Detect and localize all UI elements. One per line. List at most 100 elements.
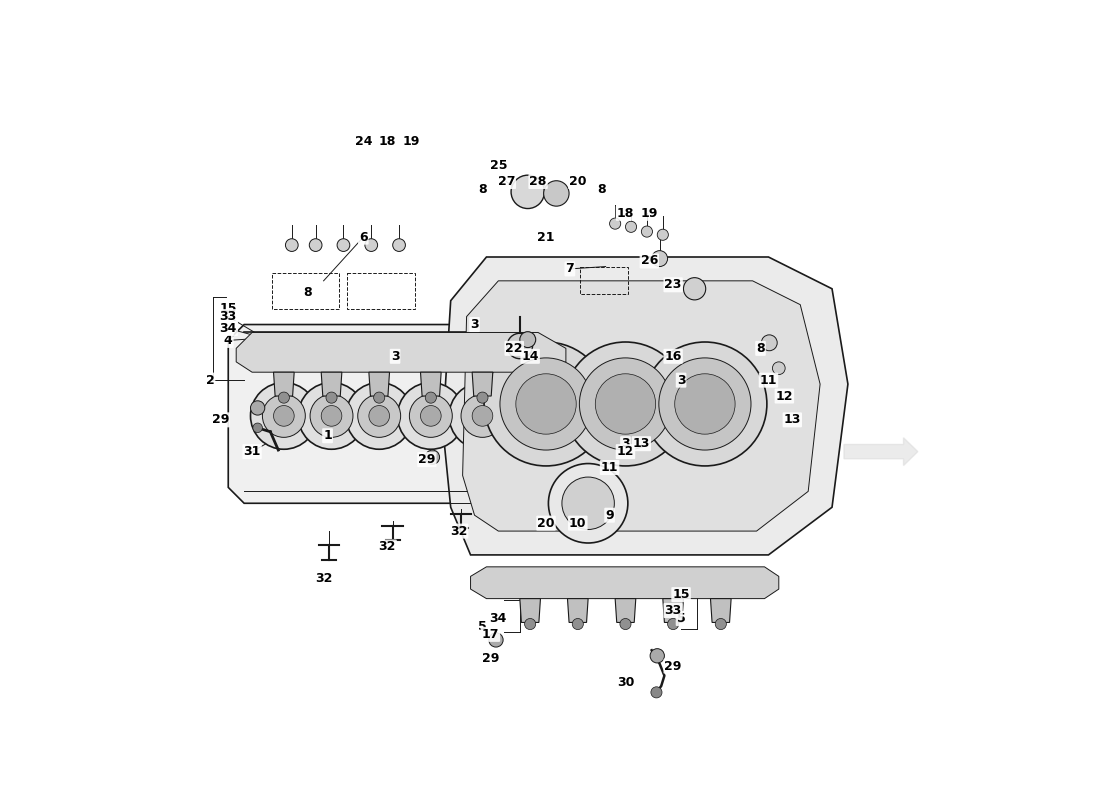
Text: 29: 29: [664, 660, 682, 673]
Polygon shape: [442, 257, 848, 555]
Text: 5: 5: [478, 620, 487, 633]
Circle shape: [368, 406, 389, 426]
Text: 6: 6: [359, 230, 367, 244]
Text: 12: 12: [776, 390, 793, 402]
Text: 15: 15: [672, 588, 690, 601]
Text: 25: 25: [490, 159, 507, 172]
FancyArrow shape: [844, 438, 917, 466]
Circle shape: [572, 618, 583, 630]
Text: 21: 21: [537, 230, 554, 244]
Text: 20: 20: [537, 517, 554, 530]
Circle shape: [397, 382, 464, 450]
Polygon shape: [321, 372, 342, 396]
Text: 24: 24: [354, 135, 372, 148]
Circle shape: [461, 394, 504, 438]
Text: 32: 32: [450, 525, 468, 538]
Circle shape: [609, 218, 620, 229]
Text: 16: 16: [664, 350, 682, 363]
Circle shape: [507, 334, 532, 358]
Circle shape: [499, 358, 592, 450]
Text: 15: 15: [220, 302, 236, 315]
Text: 2: 2: [206, 374, 214, 386]
Text: 13: 13: [632, 437, 650, 450]
Circle shape: [488, 633, 503, 647]
Circle shape: [263, 394, 306, 438]
Text: 4: 4: [224, 334, 232, 347]
Text: 32: 32: [315, 572, 332, 586]
Circle shape: [321, 406, 342, 426]
Circle shape: [251, 382, 317, 450]
Text: 13: 13: [783, 414, 801, 426]
Polygon shape: [236, 333, 565, 372]
Text: 3: 3: [390, 350, 399, 363]
Text: 32: 32: [378, 541, 396, 554]
Circle shape: [761, 335, 778, 350]
Circle shape: [580, 358, 671, 450]
Text: 3: 3: [470, 318, 478, 331]
Text: 22: 22: [506, 342, 522, 355]
Circle shape: [543, 181, 569, 206]
Text: 18: 18: [378, 135, 396, 148]
Polygon shape: [520, 598, 540, 622]
Text: 7: 7: [565, 262, 574, 275]
Circle shape: [358, 394, 400, 438]
Circle shape: [659, 358, 751, 450]
Text: 19: 19: [640, 207, 658, 220]
Circle shape: [651, 686, 662, 698]
Text: 34: 34: [220, 322, 236, 335]
Circle shape: [253, 423, 263, 433]
Text: 28: 28: [529, 175, 547, 188]
Circle shape: [772, 362, 785, 374]
Circle shape: [683, 278, 706, 300]
Text: 8: 8: [478, 183, 487, 196]
Circle shape: [472, 406, 493, 426]
Text: 29: 29: [482, 652, 499, 665]
Text: 29: 29: [211, 414, 229, 426]
Text: 33: 33: [220, 310, 236, 323]
Circle shape: [658, 229, 669, 240]
Polygon shape: [274, 372, 294, 396]
Circle shape: [520, 332, 536, 347]
Circle shape: [326, 392, 337, 403]
Circle shape: [516, 374, 576, 434]
Text: 12: 12: [617, 445, 635, 458]
Text: 23: 23: [664, 278, 682, 291]
Text: 17: 17: [482, 628, 499, 641]
Circle shape: [374, 392, 385, 403]
Text: eur: eur: [271, 346, 480, 454]
Circle shape: [274, 406, 294, 426]
Polygon shape: [663, 598, 683, 622]
Circle shape: [642, 342, 767, 466]
Circle shape: [310, 394, 353, 438]
Text: 9: 9: [605, 509, 614, 522]
Circle shape: [337, 238, 350, 251]
Circle shape: [286, 238, 298, 251]
Circle shape: [668, 618, 679, 630]
Text: 8: 8: [597, 183, 606, 196]
Circle shape: [563, 342, 688, 466]
Circle shape: [641, 226, 652, 237]
Circle shape: [278, 392, 289, 403]
Text: 20: 20: [569, 175, 586, 188]
Polygon shape: [471, 567, 779, 598]
Circle shape: [651, 250, 668, 266]
Circle shape: [365, 238, 377, 251]
Text: 18: 18: [617, 207, 635, 220]
Circle shape: [251, 401, 265, 415]
Polygon shape: [368, 372, 389, 396]
Circle shape: [620, 618, 631, 630]
Text: res: res: [531, 299, 727, 406]
Circle shape: [512, 175, 544, 209]
Circle shape: [484, 342, 608, 466]
Text: 10: 10: [569, 517, 586, 530]
Text: a passion: a passion: [469, 449, 631, 478]
Text: 33: 33: [664, 604, 682, 617]
Circle shape: [715, 618, 726, 630]
Circle shape: [420, 406, 441, 426]
Circle shape: [674, 374, 735, 434]
Polygon shape: [229, 325, 586, 503]
Text: 11: 11: [601, 461, 618, 474]
Circle shape: [426, 450, 440, 464]
Polygon shape: [463, 281, 821, 531]
Text: 5: 5: [676, 612, 685, 625]
